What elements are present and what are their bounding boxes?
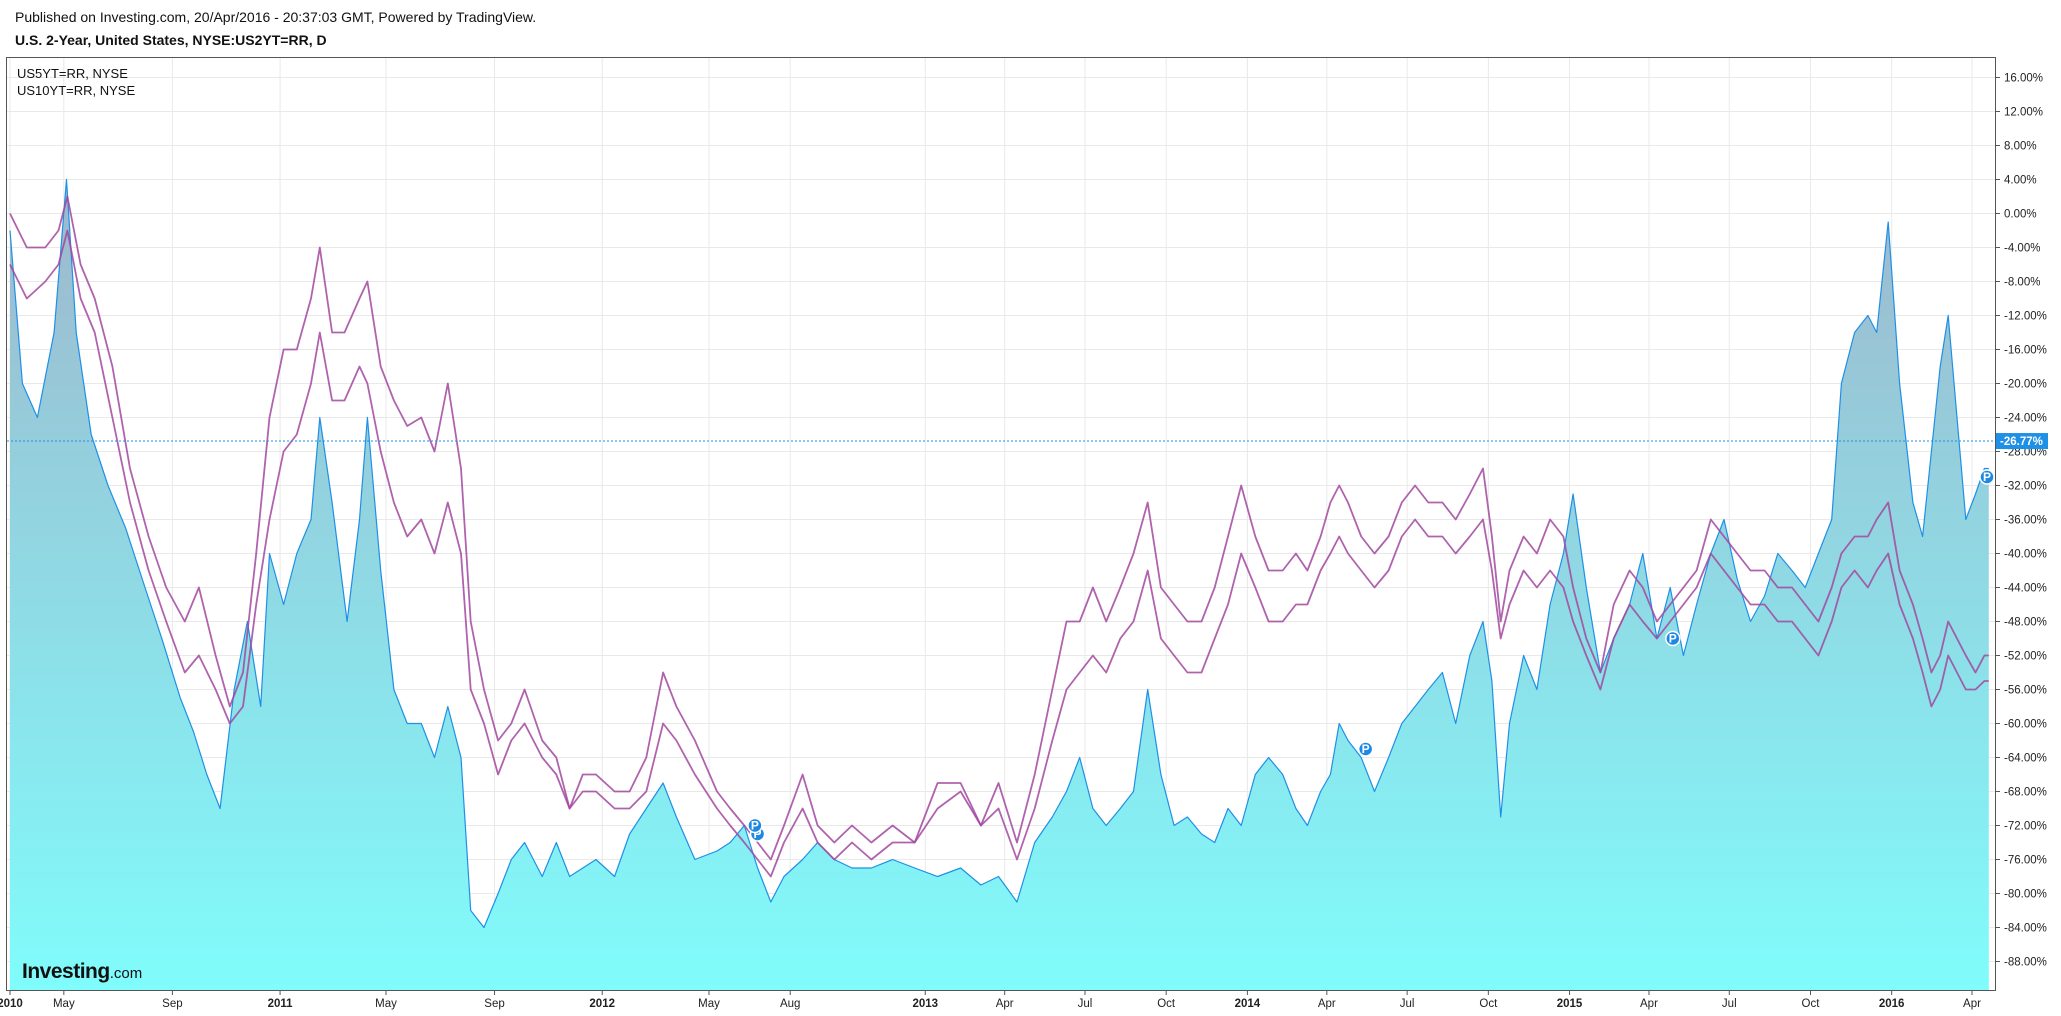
- series-line-us10yt: [9, 229, 1989, 878]
- y-tick-label: -64.00%: [2004, 753, 2047, 765]
- chart-frame: [6, 57, 1996, 991]
- y-tick-label: -76.00%: [2004, 855, 2047, 867]
- y-tick-label: -24.00%: [2004, 413, 2047, 425]
- legend-item-us10yt: US10YT=RR, NYSE: [17, 83, 136, 98]
- investing-logo: Investing.com: [22, 960, 142, 984]
- y-tick-label: -44.00%: [2004, 583, 2047, 595]
- pivot-marker-label: P: [751, 819, 759, 833]
- pivot-marker-circle[interactable]: [1665, 630, 1681, 647]
- y-tick-label: -84.00%: [2004, 923, 2047, 935]
- x-tick-label: Apr: [1963, 998, 1981, 1010]
- published-info: Published on Investing.com, 20/Apr/2016 …: [15, 9, 537, 25]
- y-tick-label: -56.00%: [2004, 685, 2047, 697]
- axes: 16.00% 12.00% 8.00% 4.00% 0.00% -4.00% -8.00% -…: [0, 73, 2048, 1010]
- y-tick-label: -12.00%: [2004, 311, 2047, 323]
- x-tick-label: Jul: [1078, 998, 1093, 1010]
- y-tick-label: -4.00%: [2004, 243, 2040, 255]
- y-tick-label: 0.00%: [2004, 209, 2037, 221]
- pivot-marker[interactable]: P: [1665, 630, 1681, 647]
- y-tick-label: -68.00%: [2004, 787, 2047, 799]
- x-tick-label: 2014: [1235, 998, 1261, 1010]
- y-tick-label: -36.00%: [2004, 515, 2047, 527]
- pivot-marker-label: P: [1983, 470, 1991, 484]
- current-value-badge: [1996, 433, 2048, 450]
- x-tick-label: Jul: [1722, 998, 1737, 1010]
- x-tick-label: Oct: [1157, 998, 1176, 1010]
- y-tick-label: -80.00%: [2004, 889, 2047, 901]
- x-tick-label: Sep: [162, 998, 182, 1010]
- x-tick-label: Aug: [780, 998, 800, 1010]
- x-tick-label: May: [375, 998, 397, 1010]
- pivot-marker-circle[interactable]: [1979, 469, 1995, 485]
- x-tick-label: 2013: [912, 998, 938, 1010]
- series-line-us2yt: [9, 178, 1989, 929]
- x-tick-label: 2011: [268, 998, 294, 1010]
- pivot-marker[interactable]: P: [1979, 469, 1995, 485]
- pivot-marker-circle[interactable]: [747, 817, 763, 834]
- y-tick-label: -72.00%: [2004, 821, 2047, 833]
- y-tick-label: -88.00%: [2004, 957, 2047, 969]
- logo-suffix: .com: [109, 965, 143, 982]
- y-tick-label: 16.00%: [2004, 73, 2043, 85]
- pivot-marker-circle[interactable]: [1357, 741, 1374, 757]
- x-tick-label: 2012: [589, 998, 615, 1010]
- series-area-us2yt: [10, 179, 1989, 990]
- x-tick-label: Jul: [1400, 998, 1415, 1010]
- series-line-us5yt: [9, 195, 1989, 861]
- y-tick-label: -40.00%: [2004, 549, 2047, 561]
- x-tick-label: 2016: [1879, 998, 1905, 1010]
- y-tick-label: 4.00%: [2004, 175, 2037, 187]
- pivot-marker[interactable]: P: [1357, 741, 1374, 757]
- chart-title: U.S. 2-Year, United States, NYSE:US2YT=R…: [15, 32, 327, 48]
- y-tick-label: -8.00%: [2004, 277, 2040, 289]
- y-tick-label: -48.00%: [2004, 617, 2047, 629]
- legend: US5YT=RR, NYSE US10YT=RR, NYSE: [17, 65, 135, 99]
- pivot-marker[interactable]: P: [747, 817, 763, 834]
- y-tick-label: 8.00%: [2004, 141, 2037, 153]
- y-tick-label: -52.00%: [2004, 651, 2047, 663]
- y-tick-label: -16.00%: [2004, 345, 2047, 357]
- pivot-marker-label: P: [1362, 742, 1370, 756]
- x-tick-label: Oct: [1802, 998, 1821, 1010]
- y-tick-label: -20.00%: [2004, 379, 2047, 391]
- x-tick-label: Oct: [1479, 998, 1498, 1010]
- x-tick-label: Apr: [996, 998, 1014, 1010]
- y-tick-label: -32.00%: [2004, 481, 2047, 493]
- y-tick-label: 12.00%: [2004, 107, 2043, 119]
- legend-item-us5yt: US5YT=RR, NYSE: [17, 66, 128, 81]
- x-tick-label: Apr: [1318, 998, 1336, 1010]
- logo-main: Investing: [22, 960, 110, 983]
- pivot-marker-label: P: [1669, 632, 1677, 646]
- x-tick-label: Apr: [1640, 998, 1658, 1010]
- y-tick-label: -28.00%: [2004, 447, 2047, 459]
- x-tick-label: May: [53, 998, 75, 1010]
- x-tick-label: Sep: [484, 998, 504, 1010]
- y-tick-label: -60.00%: [2004, 719, 2047, 731]
- series-area-layer: [10, 179, 1989, 990]
- x-tick-label: 2010: [0, 998, 23, 1010]
- x-tick-label: May: [698, 998, 720, 1010]
- pivot-marker-label: P: [754, 827, 762, 841]
- series-line-layer: [9, 178, 1989, 929]
- x-tick-label: 2015: [1557, 998, 1583, 1010]
- current-value-label: -26.77%: [2000, 436, 2043, 448]
